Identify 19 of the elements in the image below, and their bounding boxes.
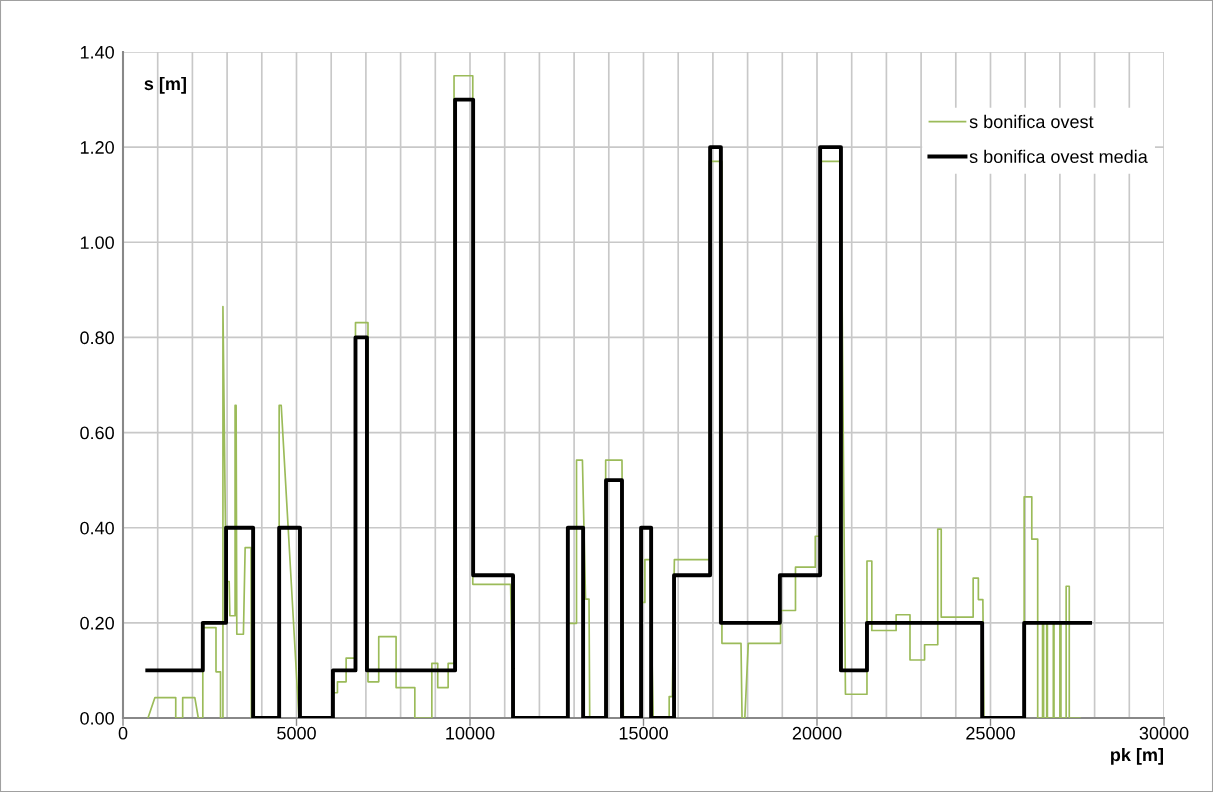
- y-tick-label: 1.00: [80, 236, 114, 250]
- y-axis-title: s [m]: [144, 76, 186, 94]
- y-tick-label: 1.40: [80, 45, 114, 59]
- y-tick-label: 0.20: [80, 616, 114, 630]
- x-tick-label: 25000: [966, 726, 1015, 740]
- x-tick-label: 5000: [277, 726, 316, 740]
- y-tick-label: 0.80: [80, 331, 114, 345]
- y-tick-label: 0.60: [80, 426, 114, 440]
- x-tick-label: 15000: [619, 726, 668, 740]
- legend-label: s bonifica ovest: [969, 114, 1094, 129]
- y-tick-label: 1.20: [80, 141, 114, 154]
- x-tick-label: 30000: [1139, 726, 1189, 740]
- x-axis-title: pk [m]: [1111, 747, 1163, 765]
- x-tick-label: 10000: [446, 726, 495, 740]
- legend-label: s bonifica ovest media: [969, 149, 1148, 164]
- x-tick-label: 0: [118, 726, 128, 740]
- x-tick-label: 20000: [792, 726, 842, 740]
- y-tick-label: 0.40: [80, 521, 114, 535]
- y-tick-label: 0.00: [80, 711, 114, 725]
